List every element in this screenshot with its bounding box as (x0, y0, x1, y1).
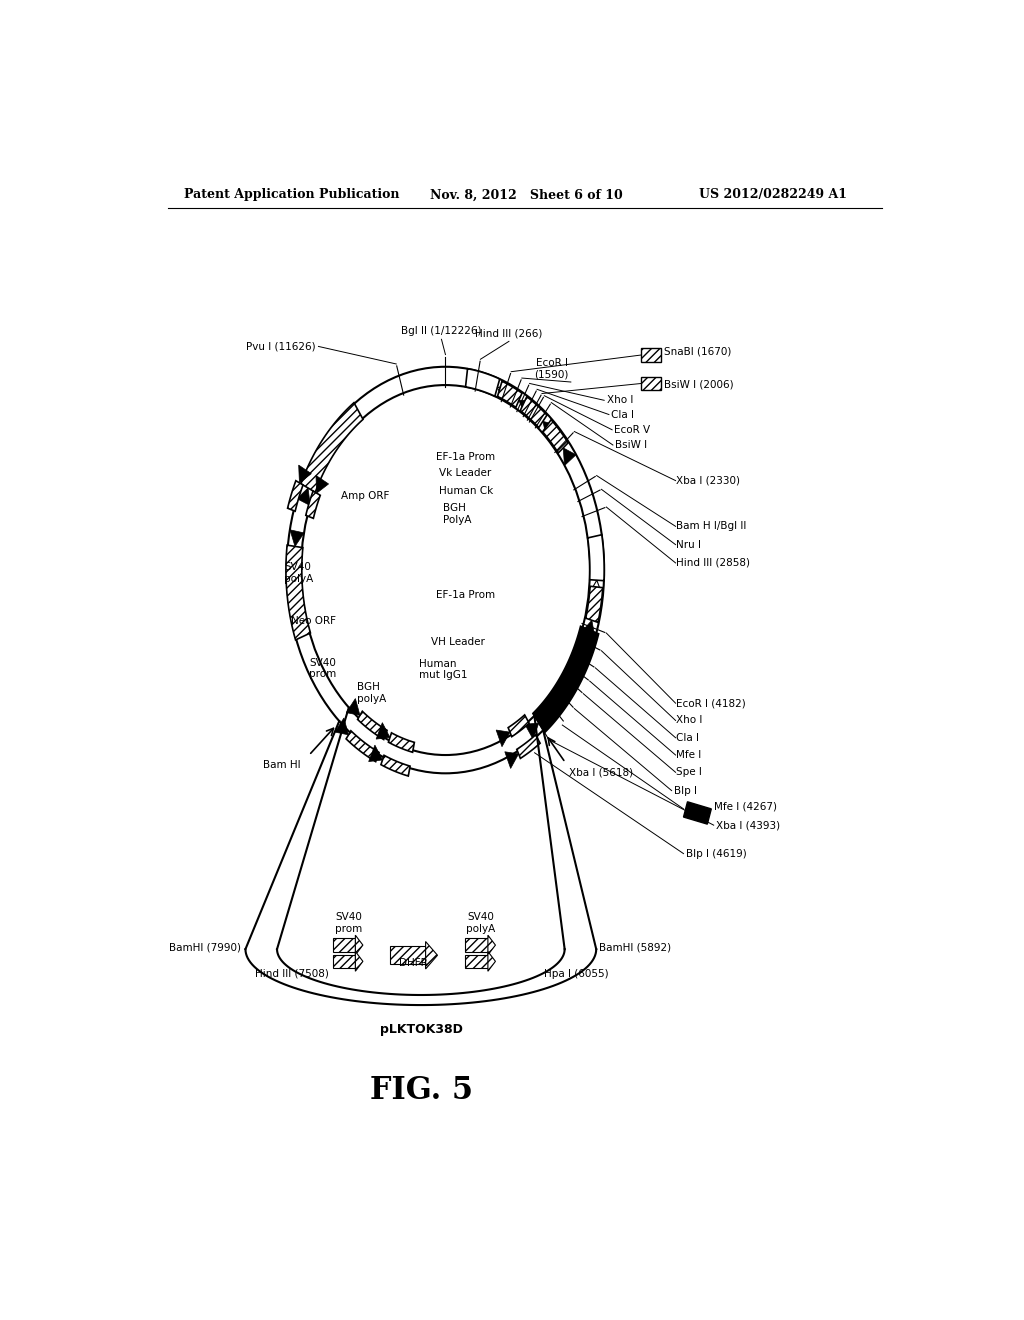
Text: Bam HI: Bam HI (263, 760, 301, 771)
Polygon shape (355, 952, 362, 972)
Text: Mfe I: Mfe I (676, 750, 700, 760)
Text: BGH
polyA: BGH polyA (356, 682, 386, 704)
Text: Hpa I (6055): Hpa I (6055) (544, 969, 608, 978)
Polygon shape (376, 722, 390, 739)
Polygon shape (498, 381, 522, 408)
Text: Xba I (2330): Xba I (2330) (676, 475, 739, 486)
Polygon shape (297, 488, 310, 506)
Polygon shape (426, 941, 437, 969)
Polygon shape (335, 718, 348, 735)
Text: EcoR I
(1590): EcoR I (1590) (535, 358, 568, 380)
Text: BamHI (7990): BamHI (7990) (170, 942, 242, 952)
Polygon shape (333, 939, 355, 952)
Polygon shape (641, 348, 662, 362)
Text: Hind III (7508): Hind III (7508) (255, 969, 329, 978)
Polygon shape (316, 475, 329, 494)
Text: BsiW I (2006): BsiW I (2006) (665, 379, 734, 389)
Text: Blp I (4619): Blp I (4619) (686, 849, 746, 858)
Polygon shape (582, 620, 595, 638)
Text: Hind III (2858): Hind III (2858) (676, 558, 750, 568)
Text: EcoR V: EcoR V (614, 425, 650, 434)
Polygon shape (586, 586, 603, 623)
Polygon shape (465, 954, 487, 968)
Text: SV40
prom: SV40 prom (335, 912, 362, 935)
Polygon shape (525, 723, 539, 739)
Polygon shape (487, 952, 496, 972)
Polygon shape (290, 529, 304, 546)
Text: SV40
prom: SV40 prom (309, 657, 336, 680)
Text: Amp ORF: Amp ORF (341, 491, 389, 500)
Polygon shape (346, 731, 379, 762)
Text: BsiW I: BsiW I (615, 440, 647, 450)
Polygon shape (388, 733, 415, 752)
Polygon shape (498, 385, 511, 403)
Text: Blp I: Blp I (674, 785, 697, 796)
Text: BGH
PolyA: BGH PolyA (443, 503, 472, 525)
Text: Hind III (266): Hind III (266) (475, 329, 543, 338)
Text: SnaBI (1670): SnaBI (1670) (665, 347, 732, 356)
Polygon shape (543, 420, 568, 453)
Text: Xho I: Xho I (676, 715, 702, 726)
Polygon shape (346, 698, 360, 715)
Polygon shape (301, 403, 364, 492)
Text: Nov. 8, 2012   Sheet 6 of 10: Nov. 8, 2012 Sheet 6 of 10 (430, 189, 623, 202)
Text: Bam H I/Bgl II: Bam H I/Bgl II (676, 521, 745, 532)
Polygon shape (381, 755, 410, 776)
Text: Cla I: Cla I (676, 733, 698, 743)
Polygon shape (497, 730, 510, 747)
Polygon shape (563, 447, 577, 466)
Polygon shape (286, 545, 310, 640)
Text: SV40
polyA: SV40 polyA (285, 562, 313, 583)
Text: Human Ck: Human Ck (439, 486, 494, 496)
Polygon shape (466, 368, 500, 396)
Text: Patent Application Publication: Patent Application Publication (183, 189, 399, 202)
Polygon shape (306, 491, 321, 519)
Text: EF-1a Prom: EF-1a Prom (436, 590, 495, 601)
Polygon shape (520, 397, 547, 428)
Polygon shape (684, 801, 712, 824)
Text: Pvu I (11626): Pvu I (11626) (247, 342, 316, 351)
Polygon shape (357, 711, 387, 739)
Text: Xho I: Xho I (606, 395, 633, 405)
Text: Nru I: Nru I (676, 540, 700, 549)
Text: FIG. 5: FIG. 5 (370, 1074, 473, 1106)
Polygon shape (390, 946, 426, 965)
Text: EcoR I (4182): EcoR I (4182) (676, 698, 745, 709)
Text: Mfe I (4267): Mfe I (4267) (714, 801, 776, 812)
Polygon shape (641, 378, 662, 391)
Polygon shape (589, 581, 603, 597)
Text: Bgl II (1/12226): Bgl II (1/12226) (401, 326, 481, 337)
Polygon shape (517, 735, 540, 759)
Polygon shape (333, 954, 355, 968)
Polygon shape (508, 715, 529, 737)
Polygon shape (369, 744, 383, 762)
Polygon shape (465, 939, 487, 952)
Text: VH Leader: VH Leader (431, 638, 485, 647)
Polygon shape (588, 535, 604, 581)
Polygon shape (519, 400, 532, 416)
Polygon shape (543, 421, 556, 438)
Text: EF-1a Prom: EF-1a Prom (436, 453, 495, 462)
Polygon shape (299, 465, 311, 483)
Polygon shape (532, 626, 599, 733)
Text: Neo ORF: Neo ORF (291, 616, 336, 626)
Text: Xba I (4393): Xba I (4393) (716, 820, 780, 830)
Text: Xba I (5618): Xba I (5618) (569, 768, 634, 777)
Text: pLKTOK38D: pLKTOK38D (380, 1023, 463, 1036)
Polygon shape (505, 752, 518, 768)
Text: US 2012/0282249 A1: US 2012/0282249 A1 (699, 189, 848, 202)
Text: BamHI (5892): BamHI (5892) (599, 942, 672, 952)
Polygon shape (355, 935, 362, 954)
Text: Vk Leader: Vk Leader (439, 469, 492, 478)
Text: Human
mut IgG1: Human mut IgG1 (419, 659, 468, 680)
Text: DHFR: DHFR (399, 958, 428, 969)
Text: SV40
polyA: SV40 polyA (466, 912, 495, 935)
Polygon shape (487, 935, 496, 954)
Polygon shape (288, 480, 303, 511)
Text: Spe I: Spe I (676, 767, 701, 777)
Text: Cla I: Cla I (611, 409, 634, 420)
